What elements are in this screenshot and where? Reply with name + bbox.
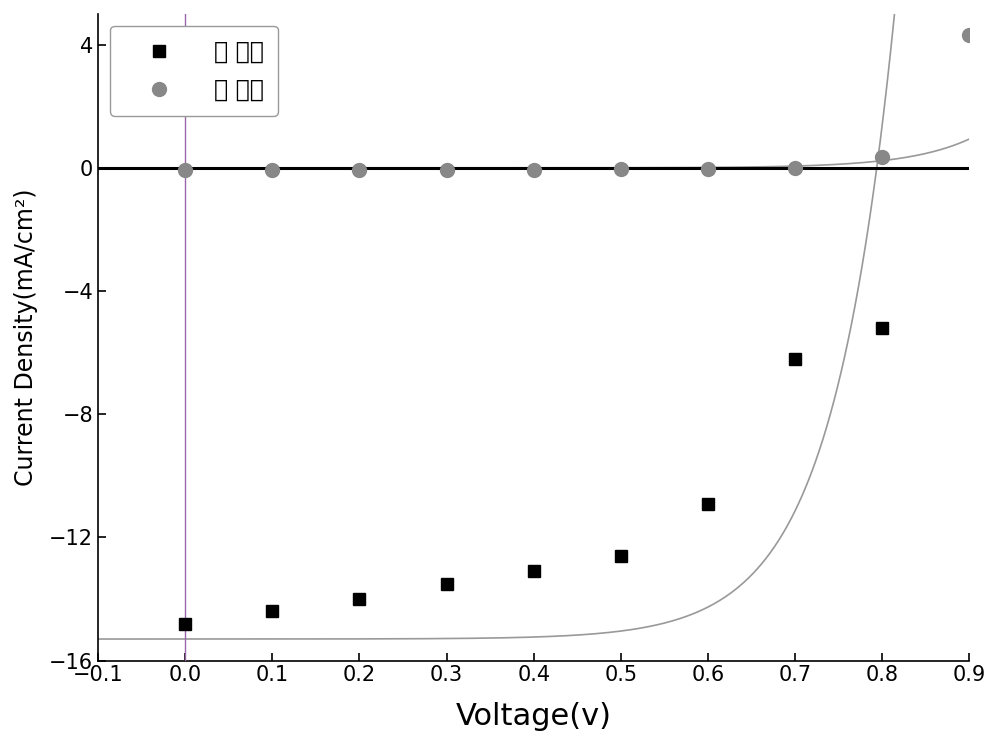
光 电流 [876,323,888,332]
光 电流 [441,579,453,588]
暗 电流 [702,165,714,174]
Y-axis label: Current Density(mA/cm²): Current Density(mA/cm²) [14,188,38,486]
暗 电流 [266,165,278,174]
暗 电流 [441,165,453,174]
光 电流 [528,567,540,576]
暗 电流 [615,165,627,174]
光 电流 [702,499,714,508]
光 电流 [266,607,278,616]
Line: 暗 电流: 暗 电流 [178,28,976,177]
光 电流 [179,619,191,628]
Line: 光 电流: 光 电流 [179,322,889,630]
暗 电流 [789,164,801,173]
X-axis label: Voltage(v): Voltage(v) [456,702,612,731]
暗 电流 [528,165,540,174]
光 电流 [353,595,365,603]
Legend: 光 电流, 暗 电流: 光 电流, 暗 电流 [110,25,278,116]
暗 电流 [963,31,975,40]
光 电流 [789,355,801,364]
光 电流 [615,551,627,560]
暗 电流 [876,153,888,162]
暗 电流 [353,165,365,174]
暗 电流 [179,166,191,175]
